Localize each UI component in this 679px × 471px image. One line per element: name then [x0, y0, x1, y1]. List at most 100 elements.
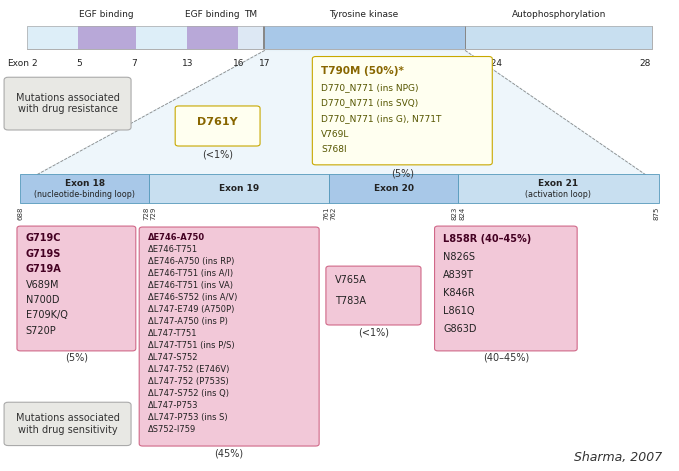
Text: ΔL747-S752 (ins Q): ΔL747-S752 (ins Q): [148, 389, 229, 398]
Text: E709K/Q: E709K/Q: [26, 310, 68, 320]
Text: (nucleotide-binding loop): (nucleotide-binding loop): [35, 190, 135, 199]
Text: ΔE746-T751 (ins VA): ΔE746-T751 (ins VA): [148, 281, 233, 290]
Text: K846R: K846R: [443, 288, 475, 298]
Text: 7: 7: [132, 59, 137, 68]
Bar: [238, 26, 263, 49]
Text: Mutations associated
with drug sensitivity: Mutations associated with drug sensitivi…: [16, 413, 120, 435]
Text: 728: 728: [143, 206, 149, 219]
Text: Sharma, 2007: Sharma, 2007: [574, 451, 662, 464]
Text: D770_N771 (ins NPG): D770_N771 (ins NPG): [321, 82, 419, 92]
Text: 729: 729: [151, 206, 156, 219]
Text: T790M (50%)*: T790M (50%)*: [321, 66, 404, 76]
Text: 18–21: 18–21: [350, 59, 377, 68]
Text: 13: 13: [182, 59, 193, 68]
Text: Exon 19: Exon 19: [219, 184, 259, 193]
FancyBboxPatch shape: [17, 226, 136, 351]
Text: T783A: T783A: [335, 296, 366, 306]
Text: Exon: Exon: [7, 59, 29, 68]
Text: Exon 18: Exon 18: [65, 179, 105, 188]
Bar: [187, 26, 238, 49]
Text: ΔL747-T751 (ins P/S): ΔL747-T751 (ins P/S): [148, 341, 235, 350]
FancyBboxPatch shape: [175, 106, 260, 146]
Text: Exon 20: Exon 20: [374, 184, 414, 193]
Text: 5: 5: [77, 59, 82, 68]
Bar: [265, 26, 465, 49]
Text: D770_N771 (ins SVQ): D770_N771 (ins SVQ): [321, 98, 418, 107]
Text: G719A: G719A: [26, 264, 62, 274]
Text: L861Q: L861Q: [443, 306, 475, 316]
Bar: [136, 26, 187, 49]
Text: (40–45%): (40–45%): [483, 353, 529, 363]
Bar: [466, 26, 652, 49]
FancyBboxPatch shape: [435, 226, 577, 351]
FancyBboxPatch shape: [4, 77, 131, 130]
FancyBboxPatch shape: [139, 227, 319, 446]
Text: (45%): (45%): [215, 448, 244, 458]
Text: 762: 762: [331, 206, 336, 219]
Text: 875: 875: [654, 206, 659, 219]
Text: ΔL747-S752: ΔL747-S752: [148, 353, 198, 362]
FancyBboxPatch shape: [4, 402, 131, 446]
Bar: [149, 174, 329, 203]
Text: V689M: V689M: [26, 280, 59, 290]
Text: ΔE746-T751 (ins A/I): ΔE746-T751 (ins A/I): [148, 269, 233, 278]
Text: Tyrosine kinase: Tyrosine kinase: [329, 10, 398, 19]
Text: ΔE746-T751: ΔE746-T751: [148, 245, 198, 254]
Text: ΔL747-P753: ΔL747-P753: [148, 401, 198, 410]
Text: G719C: G719C: [26, 233, 61, 244]
Text: V769L: V769L: [321, 130, 350, 139]
Text: 688: 688: [18, 206, 23, 220]
Text: N826S: N826S: [443, 252, 475, 262]
Text: ΔL747-T751: ΔL747-T751: [148, 329, 198, 338]
Text: G719S: G719S: [26, 249, 61, 259]
Bar: [27, 26, 78, 49]
Text: A839T: A839T: [443, 270, 474, 280]
Text: 22–24: 22–24: [475, 59, 502, 68]
FancyBboxPatch shape: [312, 57, 492, 165]
Text: Mutations associated
with drug resistance: Mutations associated with drug resistanc…: [16, 93, 120, 114]
Text: 824: 824: [460, 206, 465, 219]
Text: ΔL747-752 (E746V): ΔL747-752 (E746V): [148, 365, 230, 374]
Bar: [27, 26, 652, 49]
Text: Exon 21: Exon 21: [538, 179, 579, 188]
Bar: [27, 26, 652, 49]
Bar: [78, 26, 136, 49]
Text: (<1%): (<1%): [358, 327, 389, 337]
Text: (5%): (5%): [391, 168, 414, 179]
Bar: [329, 174, 458, 203]
Text: S720P: S720P: [26, 326, 56, 336]
Text: ΔS752-I759: ΔS752-I759: [148, 425, 196, 434]
Text: ΔL747-P753 (ins S): ΔL747-P753 (ins S): [148, 413, 227, 422]
Text: ΔE746-A750 (ins RP): ΔE746-A750 (ins RP): [148, 257, 234, 266]
Bar: [263, 26, 265, 49]
Text: ΔL747-752 (P753S): ΔL747-752 (P753S): [148, 377, 229, 386]
Text: 823: 823: [452, 206, 458, 219]
Text: G863D: G863D: [443, 324, 477, 333]
Text: ΔE746-S752 (ins A/V): ΔE746-S752 (ins A/V): [148, 293, 238, 302]
Text: N700D: N700D: [26, 295, 59, 305]
Text: EGF binding: EGF binding: [185, 10, 239, 19]
Bar: [20, 174, 149, 203]
Text: 2: 2: [31, 59, 37, 68]
Text: ΔL747-E749 (A750P): ΔL747-E749 (A750P): [148, 305, 234, 314]
Text: EGF binding: EGF binding: [79, 10, 134, 19]
Text: D761Y: D761Y: [198, 117, 238, 128]
Text: (activation loop): (activation loop): [526, 190, 591, 199]
FancyBboxPatch shape: [326, 266, 421, 325]
Bar: [465, 26, 466, 49]
Text: (5%): (5%): [65, 353, 88, 363]
Bar: [458, 174, 659, 203]
Text: D770_N771 (ins G), N771T: D770_N771 (ins G), N771T: [321, 114, 441, 123]
Text: V765A: V765A: [335, 276, 367, 285]
Text: S768I: S768I: [321, 146, 347, 154]
Text: 761: 761: [323, 206, 329, 220]
Text: TM: TM: [244, 10, 257, 19]
Text: 28: 28: [640, 59, 650, 68]
Text: (<1%): (<1%): [202, 149, 234, 160]
Text: 17: 17: [259, 59, 270, 68]
Polygon shape: [20, 50, 659, 184]
Text: 16: 16: [234, 59, 244, 68]
Text: ΔE746-A750: ΔE746-A750: [148, 234, 205, 243]
Text: ΔL747-A750 (ins P): ΔL747-A750 (ins P): [148, 317, 228, 326]
Text: L858R (40–45%): L858R (40–45%): [443, 235, 532, 244]
